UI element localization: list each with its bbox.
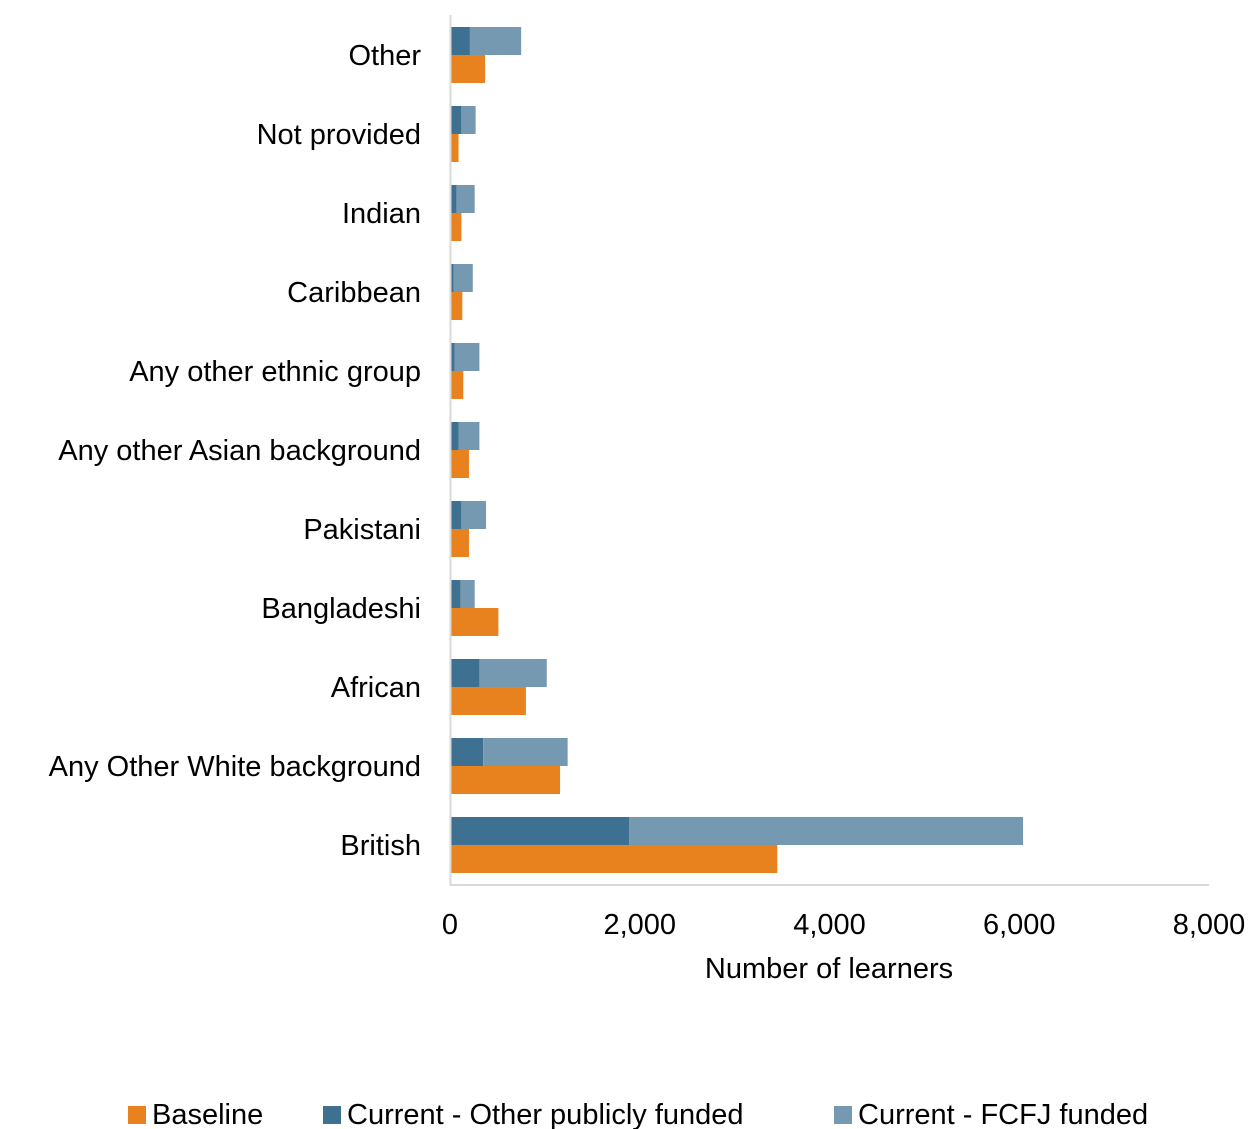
category-label: Any other ethnic group: [129, 356, 421, 388]
bar-current-fcfj-9: [461, 106, 476, 134]
bar-current-other-4: [450, 501, 462, 529]
bar-group: [450, 27, 1024, 873]
category-labels: British Any Other White background African…: [49, 40, 422, 862]
bar-current-fcfj-10: [469, 27, 522, 55]
bar-current-other-9: [450, 106, 462, 134]
bar-current-other-10: [450, 27, 470, 55]
x-tick-label: 2,000: [603, 909, 676, 941]
x-tick-label: 8,000: [1173, 909, 1246, 941]
category-label: Other: [348, 40, 421, 72]
x-tick-label: 6,000: [983, 909, 1056, 941]
bar-current-other-5: [450, 422, 459, 450]
bar-current-other-2: [450, 659, 480, 687]
x-tick-labels: 0 2,000 4,000 6,000 8,000: [442, 909, 1245, 941]
x-tick-label: 0: [442, 909, 458, 941]
legend-label: Current - FCFJ funded: [858, 1099, 1148, 1129]
bar-current-fcfj-3: [460, 580, 475, 608]
category-label: Bangladeshi: [261, 593, 421, 625]
bar-current-fcfj-6: [454, 343, 480, 371]
bar-baseline-4: [450, 529, 469, 557]
category-label: Not provided: [257, 119, 421, 151]
bar-baseline-3: [450, 608, 499, 636]
x-axis-title: Number of learners: [705, 953, 953, 985]
bar-baseline-2: [450, 687, 526, 715]
legend-label: Current - Other publicly funded: [347, 1099, 744, 1129]
bar-current-fcfj-7: [453, 264, 473, 292]
category-label: Any other Asian background: [58, 435, 421, 467]
bar-baseline-6: [450, 371, 464, 399]
x-tick-label: 4,000: [793, 909, 866, 941]
legend-swatch: [323, 1106, 341, 1124]
bar-baseline-10: [450, 55, 486, 83]
bar-current-other-7: [450, 264, 454, 292]
legend-label: Baseline: [152, 1099, 263, 1129]
bar-current-other-1: [450, 738, 484, 766]
legend: Baseline Current - Other publicly funded C…: [128, 1099, 1148, 1129]
bar-baseline-9: [450, 134, 459, 162]
category-label: Indian: [342, 198, 421, 230]
category-label: Any Other White background: [49, 751, 421, 783]
category-label: African: [331, 672, 421, 704]
bar-current-fcfj-8: [456, 185, 475, 213]
bar-current-fcfj-5: [458, 422, 480, 450]
bar-current-fcfj-2: [479, 659, 547, 687]
bar-baseline-5: [450, 450, 469, 478]
bar-current-other-3: [450, 580, 461, 608]
bar-baseline-1: [450, 766, 561, 794]
legend-swatch: [128, 1106, 146, 1124]
bar-baseline-0: [450, 845, 778, 873]
category-label: Pakistani: [303, 514, 421, 546]
category-label: British: [340, 830, 421, 862]
bar-current-fcfj-1: [483, 738, 568, 766]
bar-current-fcfj-4: [461, 501, 487, 529]
legend-swatch: [834, 1106, 852, 1124]
category-label: Caribbean: [287, 277, 421, 309]
bar-current-other-6: [450, 343, 455, 371]
bar-current-fcfj-0: [629, 817, 1024, 845]
bar-current-other-0: [450, 817, 630, 845]
bar-baseline-8: [450, 213, 462, 241]
bar-baseline-7: [450, 292, 463, 320]
bar-current-other-8: [450, 185, 457, 213]
